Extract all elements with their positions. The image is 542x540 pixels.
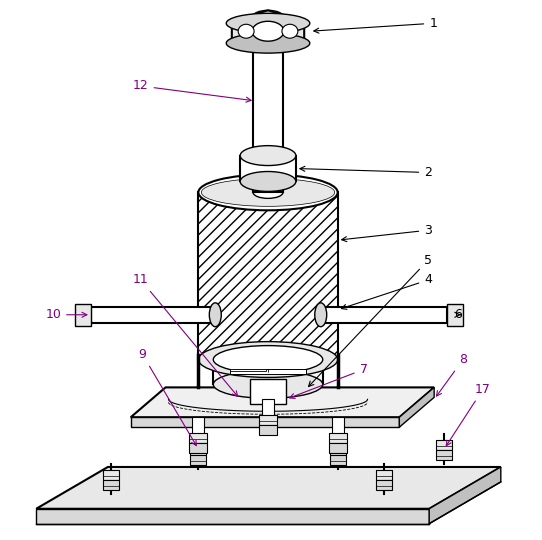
Text: 17: 17 — [446, 383, 491, 445]
Ellipse shape — [226, 33, 310, 53]
Text: 9: 9 — [139, 348, 196, 446]
Text: 6: 6 — [454, 308, 462, 321]
Bar — [328, 433, 347, 443]
Bar — [253, 16, 283, 192]
Ellipse shape — [202, 179, 334, 206]
Bar — [259, 425, 277, 435]
Bar — [103, 480, 119, 490]
Bar — [91, 307, 214, 323]
Bar — [330, 445, 346, 455]
Text: 7: 7 — [289, 363, 367, 399]
Text: 12: 12 — [133, 79, 251, 102]
Bar — [436, 450, 452, 460]
Bar — [240, 156, 296, 181]
Text: 3: 3 — [341, 224, 432, 242]
Ellipse shape — [198, 342, 338, 377]
Bar — [377, 480, 392, 490]
Ellipse shape — [198, 174, 338, 210]
Bar — [436, 440, 452, 450]
Text: 10: 10 — [45, 308, 87, 321]
Ellipse shape — [282, 24, 298, 38]
Bar — [322, 307, 447, 323]
Bar — [214, 360, 322, 384]
Bar — [190, 445, 207, 455]
Ellipse shape — [315, 303, 327, 327]
Ellipse shape — [252, 21, 284, 41]
Ellipse shape — [209, 303, 221, 327]
Bar — [377, 470, 392, 480]
Ellipse shape — [253, 186, 283, 198]
Ellipse shape — [240, 146, 296, 166]
Text: 2: 2 — [300, 166, 432, 179]
Polygon shape — [36, 509, 429, 524]
Text: 8: 8 — [436, 353, 467, 396]
Ellipse shape — [238, 24, 254, 38]
Text: 11: 11 — [133, 273, 237, 396]
Bar — [332, 417, 344, 439]
Bar — [192, 417, 204, 439]
Text: 5: 5 — [308, 254, 432, 387]
Bar — [447, 304, 463, 326]
Polygon shape — [131, 387, 434, 417]
Polygon shape — [36, 467, 501, 509]
Bar — [75, 304, 91, 326]
Ellipse shape — [214, 346, 322, 374]
Ellipse shape — [253, 10, 283, 22]
Bar — [189, 433, 208, 443]
Polygon shape — [399, 387, 434, 427]
Ellipse shape — [226, 14, 310, 33]
Bar — [103, 470, 119, 480]
Text: 4: 4 — [341, 273, 432, 309]
Ellipse shape — [214, 370, 322, 399]
Ellipse shape — [240, 172, 296, 191]
Polygon shape — [429, 467, 501, 524]
Bar — [198, 192, 338, 360]
Bar — [230, 369, 306, 374]
Bar — [328, 443, 347, 453]
Bar — [190, 455, 207, 465]
Bar — [230, 369, 266, 372]
Bar — [250, 380, 286, 404]
Bar — [259, 415, 277, 425]
Bar — [330, 455, 346, 465]
Bar — [262, 400, 274, 421]
Bar — [189, 443, 208, 453]
Text: 1: 1 — [314, 17, 437, 33]
Polygon shape — [131, 417, 399, 427]
Polygon shape — [232, 10, 304, 52]
